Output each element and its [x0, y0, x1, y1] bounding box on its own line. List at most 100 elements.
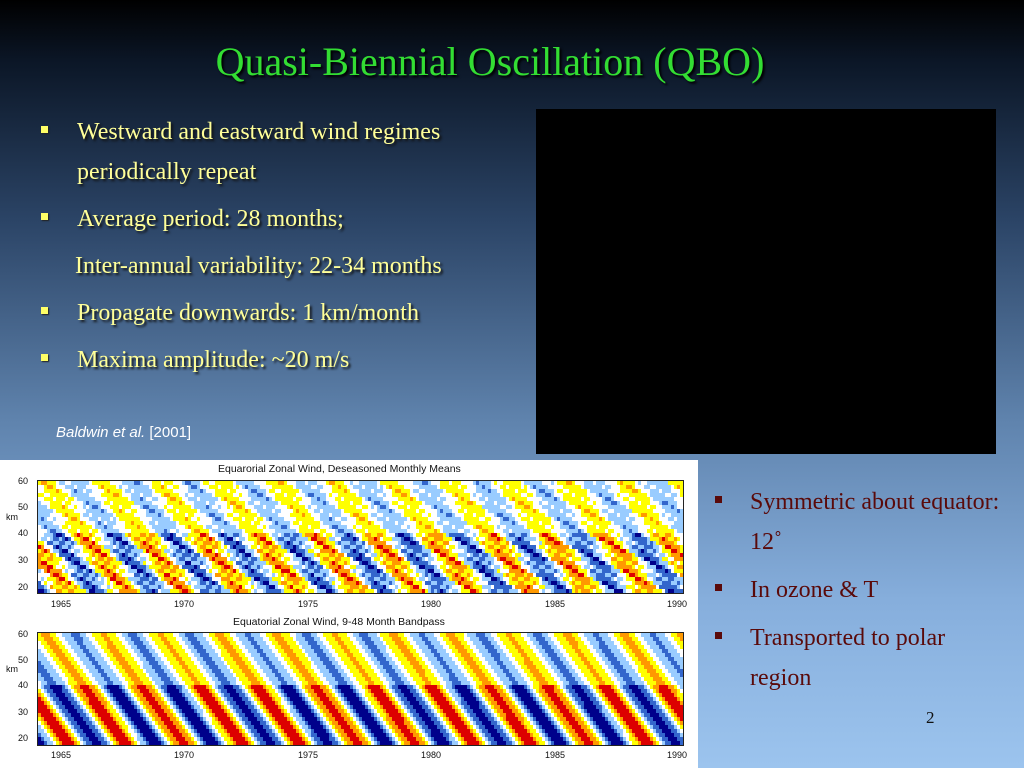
heatmap-cell	[374, 493, 377, 497]
heatmap-cell	[656, 505, 659, 509]
video-placeholder[interactable]	[536, 109, 996, 454]
heatmap-cell	[62, 493, 65, 497]
heatmap-cell	[224, 561, 227, 565]
heatmap-cell	[485, 485, 488, 489]
heatmap-cell	[380, 501, 383, 505]
heatmap-cell	[206, 533, 209, 537]
heatmap-cell	[143, 573, 146, 577]
heatmap-cell	[290, 489, 293, 493]
heatmap-cell	[452, 561, 455, 565]
heatmap-cell	[83, 553, 86, 557]
heatmap-cell	[74, 529, 77, 533]
heatmap-cell	[320, 549, 323, 553]
heatmap-cell	[617, 493, 620, 497]
heatmap-cell	[215, 481, 218, 485]
heatmap-cell	[572, 517, 575, 521]
heatmap-cell	[662, 509, 665, 513]
heatmap-cell	[644, 489, 647, 493]
heatmap-cell	[464, 533, 467, 537]
heatmap-cell	[224, 509, 227, 513]
heatmap-cell	[515, 513, 518, 517]
heatmap-cell	[593, 561, 596, 565]
heatmap-cell	[164, 521, 167, 525]
heatmap-cell	[644, 561, 647, 565]
heatmap-cell	[314, 545, 317, 549]
heatmap-cell	[317, 513, 320, 517]
heatmap-cell	[383, 569, 386, 573]
heatmap-cell	[284, 533, 287, 537]
heatmap-cell	[53, 513, 56, 517]
heatmap-cell	[287, 481, 290, 485]
heatmap-cell	[344, 505, 347, 509]
heatmap-cell	[185, 521, 188, 525]
heatmap-cell	[503, 545, 506, 549]
heatmap-cell	[557, 537, 560, 541]
heatmap-cell	[554, 489, 557, 493]
heatmap-cell	[215, 505, 218, 509]
heatmap-cell	[521, 541, 524, 545]
heatmap-cell	[503, 489, 506, 493]
heatmap-cell	[95, 529, 98, 533]
heatmap-cell	[512, 553, 515, 557]
heatmap-cell	[173, 545, 176, 549]
heatmap-cell	[143, 557, 146, 561]
heatmap-cell	[503, 549, 506, 553]
heatmap-cell	[377, 509, 380, 513]
heatmap-cell	[509, 513, 512, 517]
heatmap-cell	[164, 557, 167, 561]
heatmap-cell	[212, 545, 215, 549]
heatmap-cell	[569, 569, 572, 573]
heatmap-cell	[458, 509, 461, 513]
heatmap-cell	[143, 561, 146, 565]
heatmap-cell	[203, 549, 206, 553]
heatmap-cell	[641, 545, 644, 549]
heatmap-cell	[401, 569, 404, 573]
heatmap-cell	[470, 569, 473, 573]
heatmap-cell	[161, 565, 164, 569]
heatmap-cell	[293, 561, 296, 565]
heatmap-cell	[353, 525, 356, 529]
heatmap-cell	[536, 561, 539, 565]
heatmap-cell	[377, 489, 380, 493]
heatmap-cell	[89, 517, 92, 521]
heatmap-cell	[557, 497, 560, 501]
heatmap-cell	[155, 521, 158, 525]
heatmap-cell	[575, 529, 578, 533]
heatmap-cell	[311, 517, 314, 521]
heatmap-cell	[668, 481, 671, 485]
heatmap-cell	[413, 549, 416, 553]
heatmap-cell	[218, 489, 221, 493]
heatmap-cell	[110, 525, 113, 529]
heatmap-cell	[368, 481, 371, 485]
bullet-item: Maxima amplitude: ~20 m/s	[40, 340, 530, 380]
heatmap-cell	[548, 541, 551, 545]
heatmap-cell	[197, 489, 200, 493]
heatmap-cell	[419, 525, 422, 529]
heatmap-cell	[179, 497, 182, 501]
heatmap-cell	[98, 533, 101, 537]
heatmap-cell	[395, 485, 398, 489]
heatmap-cell	[338, 553, 341, 557]
heatmap-cell	[428, 513, 431, 517]
heatmap-cell	[407, 493, 410, 497]
heatmap-cell	[653, 533, 656, 537]
heatmap-cell	[677, 533, 680, 537]
heatmap-cell	[617, 481, 620, 485]
heatmap-cell	[56, 561, 59, 565]
heatmap-cell	[437, 541, 440, 545]
heatmap-cell	[89, 557, 92, 561]
heatmap-cell	[281, 517, 284, 521]
heatmap-cell	[545, 481, 548, 485]
heatmap-cell	[239, 537, 242, 541]
heatmap-cell	[311, 545, 314, 549]
heatmap-cell	[488, 513, 491, 517]
heatmap-cell	[398, 493, 401, 497]
heatmap-cell	[374, 529, 377, 533]
heatmap-cell	[407, 549, 410, 553]
heatmap-cell	[485, 569, 488, 573]
heatmap-cell	[479, 481, 482, 485]
heatmap-cell	[362, 541, 365, 545]
heatmap-cell	[542, 541, 545, 545]
heatmap-cell	[404, 489, 407, 493]
heatmap-cell	[680, 569, 683, 573]
